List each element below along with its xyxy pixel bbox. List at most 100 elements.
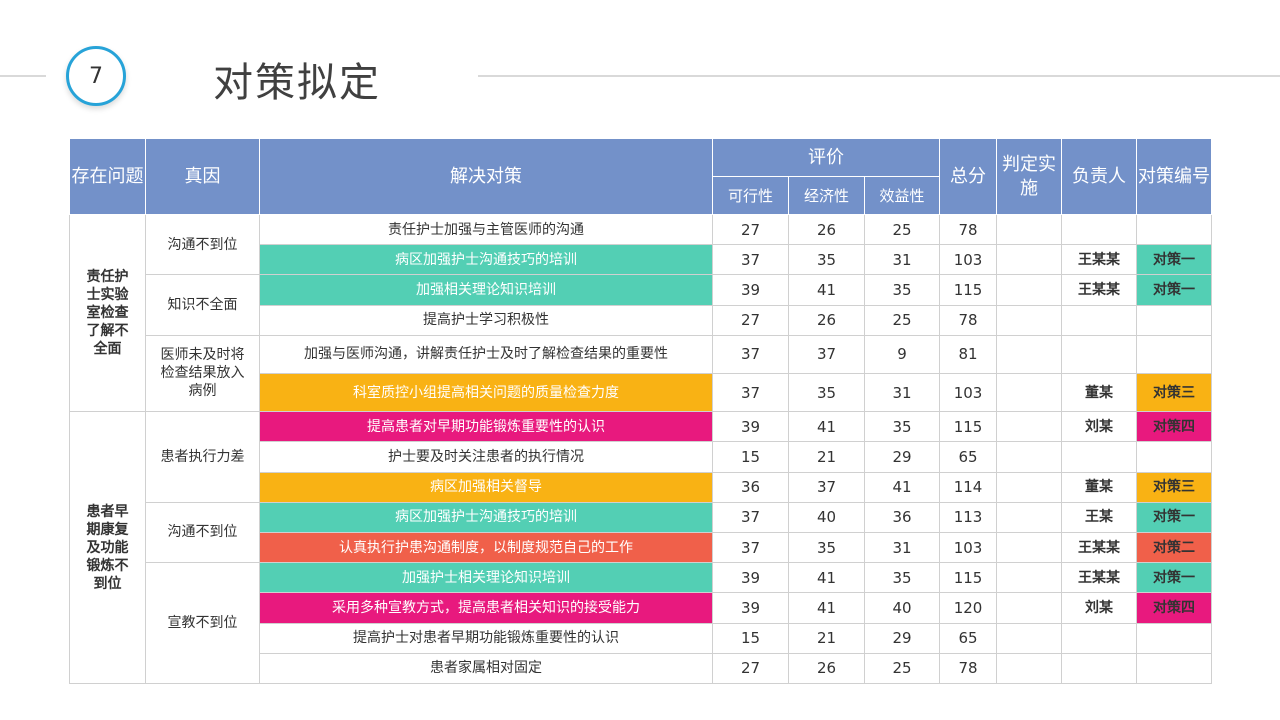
table-row: 医师未及时将检查结果放入病例 加强与医师沟通，讲解责任护士及时了解检查结果的重要性… [70,334,1213,413]
feasibility-cell: 27 [712,304,789,336]
owner-cell [1061,652,1138,685]
decision-cell [996,213,1063,246]
benefit-cell: 35 [863,562,941,594]
section-number: 7 [89,63,103,89]
feasibility-cell: 27 [712,652,789,685]
countermeasure-code-cell: 对策一 [1136,501,1213,533]
header-total: 总分 [939,138,998,215]
feasibility-cell: 15 [712,441,789,473]
total-cell: 115 [939,562,998,594]
total-cell: 113 [939,501,998,533]
feasibility-cell: 39 [712,592,789,624]
benefit-cell: 25 [863,304,941,336]
economy-cell: 21 [788,441,865,473]
benefit-cell: 41 [863,471,941,503]
feasibility-cell: 37 [712,244,789,276]
title-rule-right [478,75,1280,77]
table-row: 病区加强护士沟通技巧的培训 37 35 31 103 王某某 对策一 [70,244,1213,276]
benefit-cell: 40 [863,592,941,624]
benefit-cell: 35 [863,274,941,306]
decision-cell [996,244,1063,276]
benefit-cell: 9 [863,334,941,374]
total-cell: 65 [939,622,998,654]
table-row: 沟通不到位 病区加强护士沟通技巧的培训 37 40 36 113 王某 对策一 [70,501,1213,564]
benefit-cell: 25 [863,213,941,246]
feasibility-cell: 37 [712,334,789,374]
measure-cell: 认真执行护患沟通制度，以制度规范自己的工作 [259,531,713,564]
total-cell: 78 [939,652,998,685]
table-row: 采用多种宣教方式，提高患者相关知识的接受能力 39 41 40 120 刘某 对策四 [70,592,1213,624]
economy-cell: 37 [788,334,865,374]
measure-cell: 加强与医师沟通，讲解责任护士及时了解检查结果的重要性 [259,334,713,374]
header-decision: 判定实施 [996,138,1063,215]
benefit-cell: 31 [863,372,941,413]
economy-cell: 41 [788,592,865,624]
countermeasure-code-cell [1136,304,1213,336]
cause-cell: 沟通不到位 [145,501,260,564]
owner-cell [1061,213,1138,246]
countermeasure-code-cell [1136,213,1213,246]
decision-cell [996,334,1063,374]
cause-cell: 医师未及时将检查结果放入病例 [145,334,260,413]
total-cell: 103 [939,372,998,413]
table-row: 患者家属相对固定 27 26 25 78 [70,652,1213,685]
feasibility-cell: 39 [712,274,789,306]
table-row: 提高护士对患者早期功能锻炼重要性的认识 15 21 29 65 [70,622,1213,654]
decision-cell [996,592,1063,624]
total-cell: 115 [939,274,998,306]
measure-cell: 护士要及时关注患者的执行情况 [259,441,713,473]
countermeasure-code-cell [1136,652,1213,685]
table-row: 病区加强相关督导 36 37 41 114 董某 对策三 [70,471,1213,503]
countermeasure-code-cell: 对策二 [1136,531,1213,564]
economy-cell: 26 [788,304,865,336]
owner-cell [1061,622,1138,654]
header-owner: 负责人 [1061,138,1138,215]
measure-cell: 采用多种宣教方式，提高患者相关知识的接受能力 [259,592,713,624]
total-cell: 65 [939,441,998,473]
measure-cell: 病区加强护士沟通技巧的培训 [259,244,713,276]
header-evaluation: 评价 [711,138,941,177]
header-code: 对策编号 [1136,138,1213,215]
feasibility-cell: 27 [712,213,789,246]
header-feasibility: 可行性 [712,176,789,215]
economy-cell: 35 [788,531,865,564]
economy-cell: 40 [788,501,865,533]
feasibility-cell: 39 [712,411,789,443]
cause-cell: 知识不全面 [145,274,260,336]
total-cell: 120 [939,592,998,624]
benefit-cell: 29 [863,441,941,473]
benefit-cell: 31 [863,531,941,564]
measure-cell: 患者家属相对固定 [259,652,713,685]
measure-cell: 加强护士相关理论知识培训 [259,562,713,594]
problem-cell: 患者早期康复及功能锻炼不到位 [69,411,146,684]
decision-cell [996,372,1063,413]
header-benefit: 效益性 [863,176,941,215]
table-row: 宣教不到位 加强护士相关理论知识培训 39 41 35 115 王某某 对策一 [70,562,1213,684]
countermeasure-code-cell: 对策一 [1136,244,1213,276]
measure-cell: 病区加强相关督导 [259,471,713,503]
total-cell: 78 [939,304,998,336]
countermeasure-code-cell [1136,334,1213,374]
economy-cell: 26 [788,213,865,246]
economy-cell: 26 [788,652,865,685]
feasibility-cell: 37 [712,372,789,413]
header-row: 存在问题 真因 解决对策 评价 总分 判定实施 负责人 对策编号 [69,138,1213,215]
decision-cell [996,304,1063,336]
feasibility-cell: 36 [712,471,789,503]
feasibility-cell: 37 [712,501,789,533]
total-cell: 103 [939,531,998,564]
measure-cell: 提高护士学习积极性 [259,304,713,336]
total-cell: 81 [939,334,998,374]
feasibility-cell: 37 [712,531,789,564]
countermeasure-code-cell: 对策四 [1136,592,1213,624]
countermeasure-code-cell [1136,622,1213,654]
owner-cell: 刘某 [1061,592,1138,624]
total-cell: 78 [939,213,998,246]
table-row: 提高护士学习积极性 27 26 25 78 [70,304,1213,336]
benefit-cell: 31 [863,244,941,276]
owner-cell: 刘某 [1061,411,1138,443]
feasibility-cell: 15 [712,622,789,654]
benefit-cell: 29 [863,622,941,654]
subheader-row: 可行性 经济性 效益性 [70,176,1212,215]
economy-cell: 35 [788,372,865,413]
